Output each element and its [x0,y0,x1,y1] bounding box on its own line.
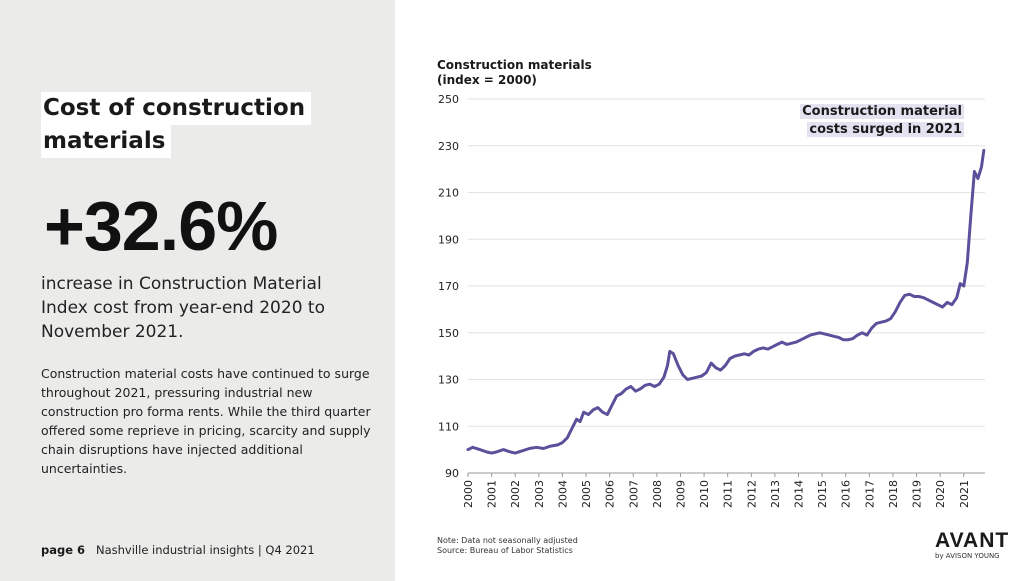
y-tick-label: 190 [438,233,459,246]
page-number: page 6 [41,543,86,557]
y-tick-label: 110 [438,420,459,433]
headline-line-1: Cost of construction [41,92,312,125]
x-tick-label: 2015 [816,480,829,508]
brand-sub: by AVISON YOUNG [935,552,1000,560]
x-axis-ticks: 2000 2001 2002 2003 2004 2005 2006 2007 2008 2009… [462,473,971,508]
x-tick-label: 2019 [911,480,924,508]
y-tick-label: 130 [438,374,459,387]
big-stat: +32.6% [44,187,278,265]
chart-annotation: Construction material costs surged in 20… [800,103,964,139]
brand-logo: AVANT by AVISON YOUNG [935,529,1010,561]
headline-line-2: materials [41,125,172,158]
chart-note: Note: Data not seasonally adjusted Sourc… [437,536,578,556]
x-tick-label: 2000 [462,480,475,508]
stat-caption: increase in Construction Material Index … [41,274,325,342]
x-tick-label: 2013 [769,480,782,508]
x-tick-label: 2008 [651,480,664,508]
x-tick-label: 2018 [887,480,900,508]
y-axis-ticks: 90 110 130 150 170 190 210 230 250 [438,93,459,480]
y-tick-label: 210 [438,187,459,200]
series-line [466,148,986,455]
y-tick-label: 230 [438,140,459,153]
body-text: Construction material costs have continu… [41,366,371,476]
x-tick-label: 2001 [486,480,499,508]
y-tick-label: 90 [445,467,459,480]
x-tick-label: 2004 [556,480,569,508]
chart-title-line-1: Construction materials [437,58,592,72]
y-tick-label: 150 [438,327,459,340]
x-tick-label: 2014 [793,480,806,508]
x-tick-label: 2010 [698,480,711,508]
note-line-1: Note: Data not seasonally adjusted [437,536,578,545]
x-tick-label: 2020 [934,480,947,508]
y-tick-label: 250 [438,93,459,106]
x-tick-label: 2009 [674,480,687,508]
x-tick-label: 2005 [580,480,593,508]
x-tick-label: 2012 [745,480,758,508]
brand-name: AVANT [935,529,1010,552]
chart-title-line-2: (index = 2000) [437,73,537,87]
x-tick-label: 2021 [958,480,971,508]
report-title: Nashville industrial insights | Q4 2021 [96,543,315,557]
x-tick-label: 2017 [863,480,876,508]
x-tick-label: 2002 [509,480,522,508]
annotation-line-1: Construction material [800,104,964,119]
chart-gridlines [468,98,985,474]
x-tick-label: 2007 [627,480,640,508]
x-tick-label: 2006 [604,480,617,508]
annotation-line-2: costs surged in 2021 [807,122,964,137]
x-tick-label: 2003 [533,480,546,508]
chart-title: Construction materials (index = 2000) [437,58,592,88]
x-tick-label: 2011 [722,480,735,508]
y-tick-label: 170 [438,280,459,293]
note-line-2: Source: Bureau of Labor Statistics [437,546,573,555]
page-headline: Cost of construction materials [41,92,312,158]
x-tick-label: 2016 [840,480,853,508]
